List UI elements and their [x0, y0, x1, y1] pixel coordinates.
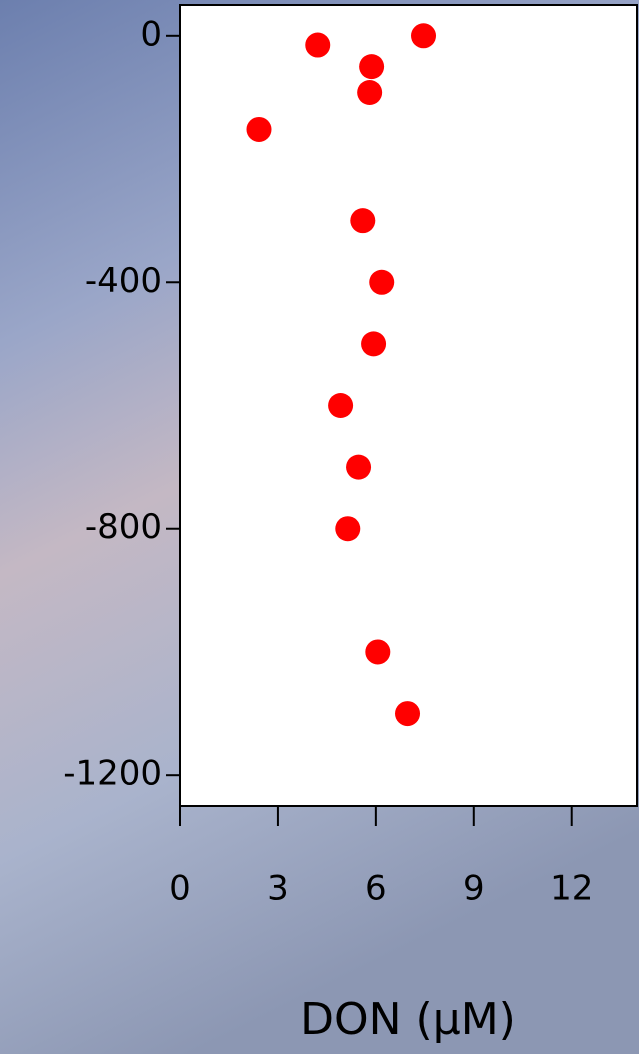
y-tick-label: -400	[85, 261, 162, 301]
x-tick-label: 6	[365, 869, 387, 909]
point	[411, 23, 437, 49]
point	[369, 269, 395, 295]
point	[346, 454, 372, 480]
point	[350, 208, 376, 234]
x-tick-label: 0	[169, 869, 191, 909]
point	[335, 516, 361, 542]
point	[328, 393, 354, 418]
point	[246, 116, 272, 142]
x-tick-label: 3	[267, 869, 289, 909]
y-tick-label: -800	[85, 507, 162, 547]
x-axis-label: DON (μM)	[300, 994, 516, 1045]
point	[359, 54, 385, 80]
x-tick-label: 9	[463, 869, 485, 909]
y-tick-label: -1200	[63, 754, 162, 794]
y-tick-label: 0	[140, 14, 162, 54]
point	[361, 331, 387, 357]
point	[365, 639, 391, 665]
point	[357, 79, 383, 105]
point	[395, 701, 421, 727]
x-tick-label: 12	[550, 869, 593, 909]
point	[305, 32, 331, 58]
